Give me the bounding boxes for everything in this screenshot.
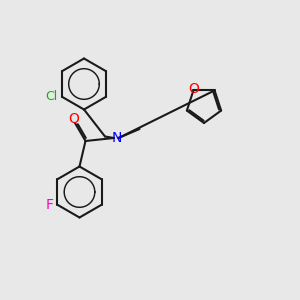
Text: F: F: [46, 198, 54, 212]
Text: Cl: Cl: [45, 90, 57, 103]
Text: O: O: [188, 82, 199, 96]
Text: O: O: [68, 112, 79, 126]
Text: N: N: [112, 131, 122, 145]
